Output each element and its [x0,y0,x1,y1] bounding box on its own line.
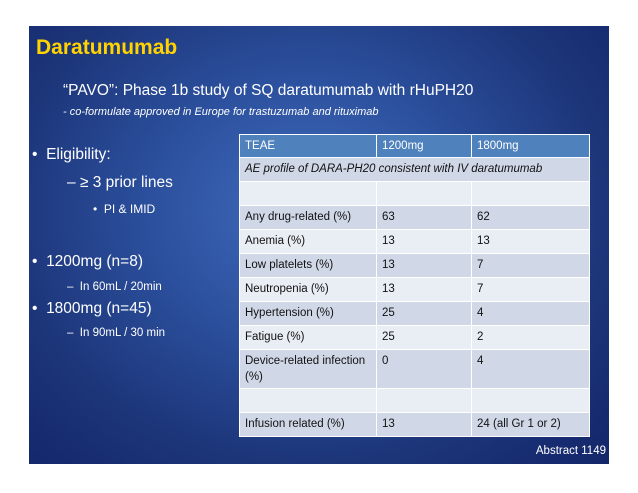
table-cell: 63 [376,205,472,230]
bullet-text: 1200mg (n=8) [46,253,143,270]
table-row [239,388,590,413]
table-cell [239,181,377,206]
table-row: Any drug-related (%) 63 62 [239,205,590,230]
table-cell: 4 [471,349,590,389]
header-cell-1800mg: 1800mg [471,134,590,158]
table-row: Anemia (%) 13 13 [239,229,590,254]
table-cell: 7 [471,277,590,302]
table-row: Device-related infection (%) 0 4 [239,349,590,389]
table-cell: Fatigue (%) [239,325,377,350]
table-row: Fatigue (%) 25 2 [239,325,590,350]
bullet-dose-1800: • 1800mg (n=45) [32,300,152,318]
table-note: AE profile of DARA-PH20 consistent with … [239,157,590,182]
bullet-text: In 90mL / 30 min [79,327,166,339]
table-cell: 13 [376,412,472,437]
abstract-reference: Abstract 1149 [535,445,606,457]
table-cell: Infusion related (%) [239,412,377,437]
slide-title: Daratumumab [36,36,178,59]
table-cell: 7 [471,253,590,278]
table-cell: 13 [376,229,472,254]
header-cell-teae: TEAE [239,134,377,158]
dash-icon: – [67,327,74,339]
table-cell: Anemia (%) [239,229,377,254]
bullet-dot-icon: • [32,300,38,317]
table-spacer-row [239,181,590,206]
bullet-dot-icon: • [32,253,38,270]
table-cell [471,388,590,413]
bullet-dot-icon: • [32,146,38,163]
table-note-row: AE profile of DARA-PH20 consistent with … [239,157,590,182]
table-cell: 25 [376,301,472,326]
bullet-text: 1800mg (n=45) [46,300,152,317]
table-cell: 4 [471,301,590,326]
table-cell: Any drug-related (%) [239,205,377,230]
header-cell-1200mg: 1200mg [376,134,472,158]
table-cell: Low platelets (%) [239,253,377,278]
table-row: Hypertension (%) 25 4 [239,301,590,326]
bullet-dose-1200: • 1200mg (n=8) [32,253,143,271]
table-row: Low platelets (%) 13 7 [239,253,590,278]
table-header-row: TEAE 1200mg 1800mg [239,134,590,158]
table-cell: 13 [471,229,590,254]
dash-icon: – [67,281,74,293]
slide: Daratumumab “PAVO”: Phase 1b study of SQ… [29,26,609,464]
table-cell: 62 [471,205,590,230]
table-cell: 2 [471,325,590,350]
table-cell [239,388,377,413]
table-cell: 24 (all Gr 1 or 2) [471,412,590,437]
table-cell [376,181,472,206]
table-row: Infusion related (%) 13 24 (all Gr 1 or … [239,412,590,437]
bullet-text: PI & IMID [103,202,156,216]
table-cell [471,181,590,206]
bullet-eligibility: • Eligibility: [32,146,111,164]
dash-icon: – [67,174,76,191]
table-row: Neutropenia (%) 13 7 [239,277,590,302]
table-cell: 0 [376,349,472,389]
table-cell: Device-related infection (%) [239,349,377,389]
slide-subnote: - co-formulate approved in Europe for tr… [63,106,379,118]
bullet-pi-imid: • PI & IMID [93,202,155,216]
bullet-prior-lines: – ≥ 3 prior lines [67,174,173,192]
slide-subtitle: “PAVO”: Phase 1b study of SQ daratumumab… [63,82,474,99]
table-cell: 25 [376,325,472,350]
ae-table: TEAE 1200mg 1800mg AE profile of DARA-PH… [239,134,590,437]
table-cell [376,388,472,413]
table-cell: Neutropenia (%) [239,277,377,302]
table-cell: 13 [376,253,472,278]
table-cell: 13 [376,277,472,302]
bullet-dose-1200-detail: – In 60mL / 20min [67,281,162,293]
bullet-dose-1800-detail: – In 90mL / 30 min [67,327,165,339]
bullet-dot-icon: • [93,202,98,216]
bullet-text: Eligibility: [46,146,111,163]
table-cell: Hypertension (%) [239,301,377,326]
bullet-text: In 60mL / 20min [79,281,162,293]
bullet-text: ≥ 3 prior lines [79,174,173,191]
